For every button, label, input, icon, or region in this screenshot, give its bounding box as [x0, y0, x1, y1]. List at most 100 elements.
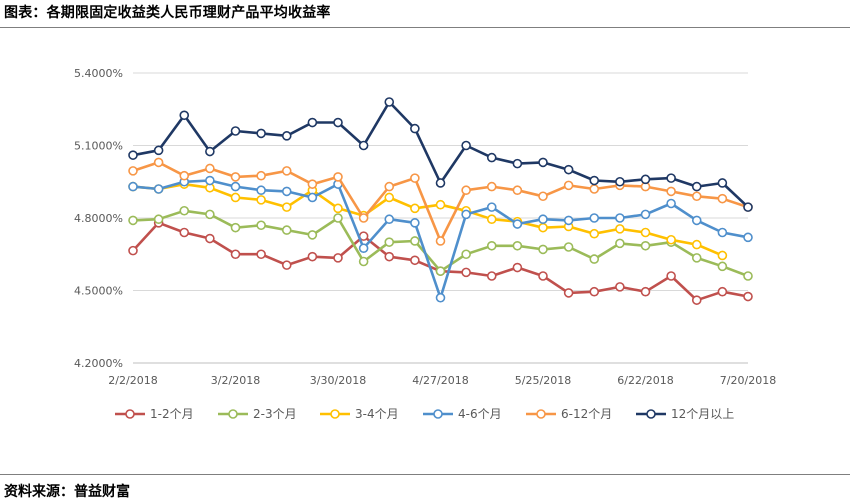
y-tick-label: 4.5000%: [74, 285, 123, 298]
y-tick-label: 4.8000%: [74, 212, 123, 225]
series-4-6个月: [128, 175, 753, 303]
data-point: [486, 271, 497, 281]
data-point: [281, 202, 292, 212]
data-point: [512, 219, 523, 229]
data-point: [307, 179, 318, 189]
data-point: [486, 214, 497, 225]
data-point: [435, 236, 446, 246]
data-point: [410, 255, 420, 266]
data-point: [589, 286, 600, 297]
legend-marker: [536, 409, 546, 419]
data-point: [691, 191, 702, 202]
data-point: [230, 172, 241, 182]
data-point: [128, 181, 138, 192]
data-point: [281, 260, 292, 270]
data-point: [717, 261, 728, 272]
legend-marker: [646, 409, 656, 419]
data-point: [128, 245, 138, 256]
legend-label: 6-12个月: [561, 407, 612, 421]
data-point: [307, 117, 318, 128]
data-point: [205, 175, 215, 186]
legend-label: 12个月以上: [671, 407, 734, 421]
data-point: [640, 286, 651, 297]
data-point: [230, 222, 241, 233]
x-tick-label: 7/20/2018: [720, 374, 776, 387]
data-point: [486, 202, 497, 212]
data-point: [640, 227, 651, 238]
legend-item: 1-2个月: [115, 407, 194, 421]
data-point: [281, 186, 292, 197]
data-point: [666, 271, 676, 281]
data-point: [205, 146, 215, 157]
data-point: [717, 250, 728, 261]
data-point: [205, 209, 215, 220]
y-tick-label: 5.4000%: [74, 67, 123, 80]
data-point: [486, 240, 497, 251]
y-tick-label: 4.2000%: [74, 357, 123, 370]
data-point: [435, 266, 446, 276]
data-point: [461, 249, 471, 260]
data-point: [358, 213, 369, 223]
data-point: [153, 184, 164, 194]
data-point: [512, 158, 523, 169]
series-line: [132, 100, 749, 209]
legend-marker: [433, 409, 443, 419]
legend-label: 1-2个月: [150, 407, 194, 421]
data-point: [281, 225, 292, 235]
data-point: [589, 184, 600, 194]
data-point: [563, 215, 574, 226]
x-tick-label: 6/22/2018: [617, 374, 673, 387]
data-point: [333, 172, 343, 182]
legend-label: 3-4个月: [355, 407, 399, 421]
data-point: [538, 222, 548, 233]
data-point: [589, 254, 600, 264]
data-point: [640, 174, 651, 185]
data-point: [461, 209, 471, 220]
bottom-rule: [0, 474, 850, 475]
data-point: [743, 271, 753, 281]
data-point: [666, 234, 676, 245]
legend-item: 6-12个月: [526, 407, 612, 421]
data-point: [461, 185, 471, 196]
data-point: [153, 157, 164, 168]
data-point: [615, 224, 625, 234]
data-point: [538, 244, 548, 255]
data-point: [281, 166, 292, 176]
data-point: [538, 214, 548, 225]
data-point: [153, 145, 164, 156]
data-point: [358, 140, 369, 151]
data-point: [230, 126, 241, 136]
data-point: [589, 213, 600, 223]
data-point: [717, 286, 728, 297]
data-point: [128, 215, 138, 226]
data-point: [563, 164, 574, 175]
data-point: [384, 251, 395, 262]
data-point: [410, 218, 420, 228]
x-tick-label: 2/2/2018: [108, 374, 157, 387]
data-point: [615, 282, 625, 292]
data-point: [691, 253, 702, 263]
data-point: [691, 239, 702, 250]
legend-label: 2-3个月: [253, 407, 297, 421]
data-point: [743, 202, 753, 212]
data-point: [410, 173, 420, 183]
data-point: [691, 295, 702, 305]
legend-label: 4-6个月: [458, 407, 502, 421]
data-point: [307, 251, 318, 262]
data-point: [333, 253, 343, 263]
data-point: [743, 291, 753, 302]
data-point: [256, 195, 266, 205]
data-point: [435, 178, 446, 188]
data-point: [666, 186, 676, 197]
data-point: [179, 227, 190, 238]
data-point: [384, 237, 395, 247]
series-6-12个月: [128, 157, 753, 246]
top-rule: [0, 27, 850, 28]
data-point: [435, 199, 446, 210]
legend-item: 12个月以上: [636, 407, 734, 421]
data-point: [589, 175, 600, 186]
data-point: [230, 249, 241, 260]
series-group: [128, 97, 753, 305]
legend-item: 4-6个月: [423, 407, 502, 421]
